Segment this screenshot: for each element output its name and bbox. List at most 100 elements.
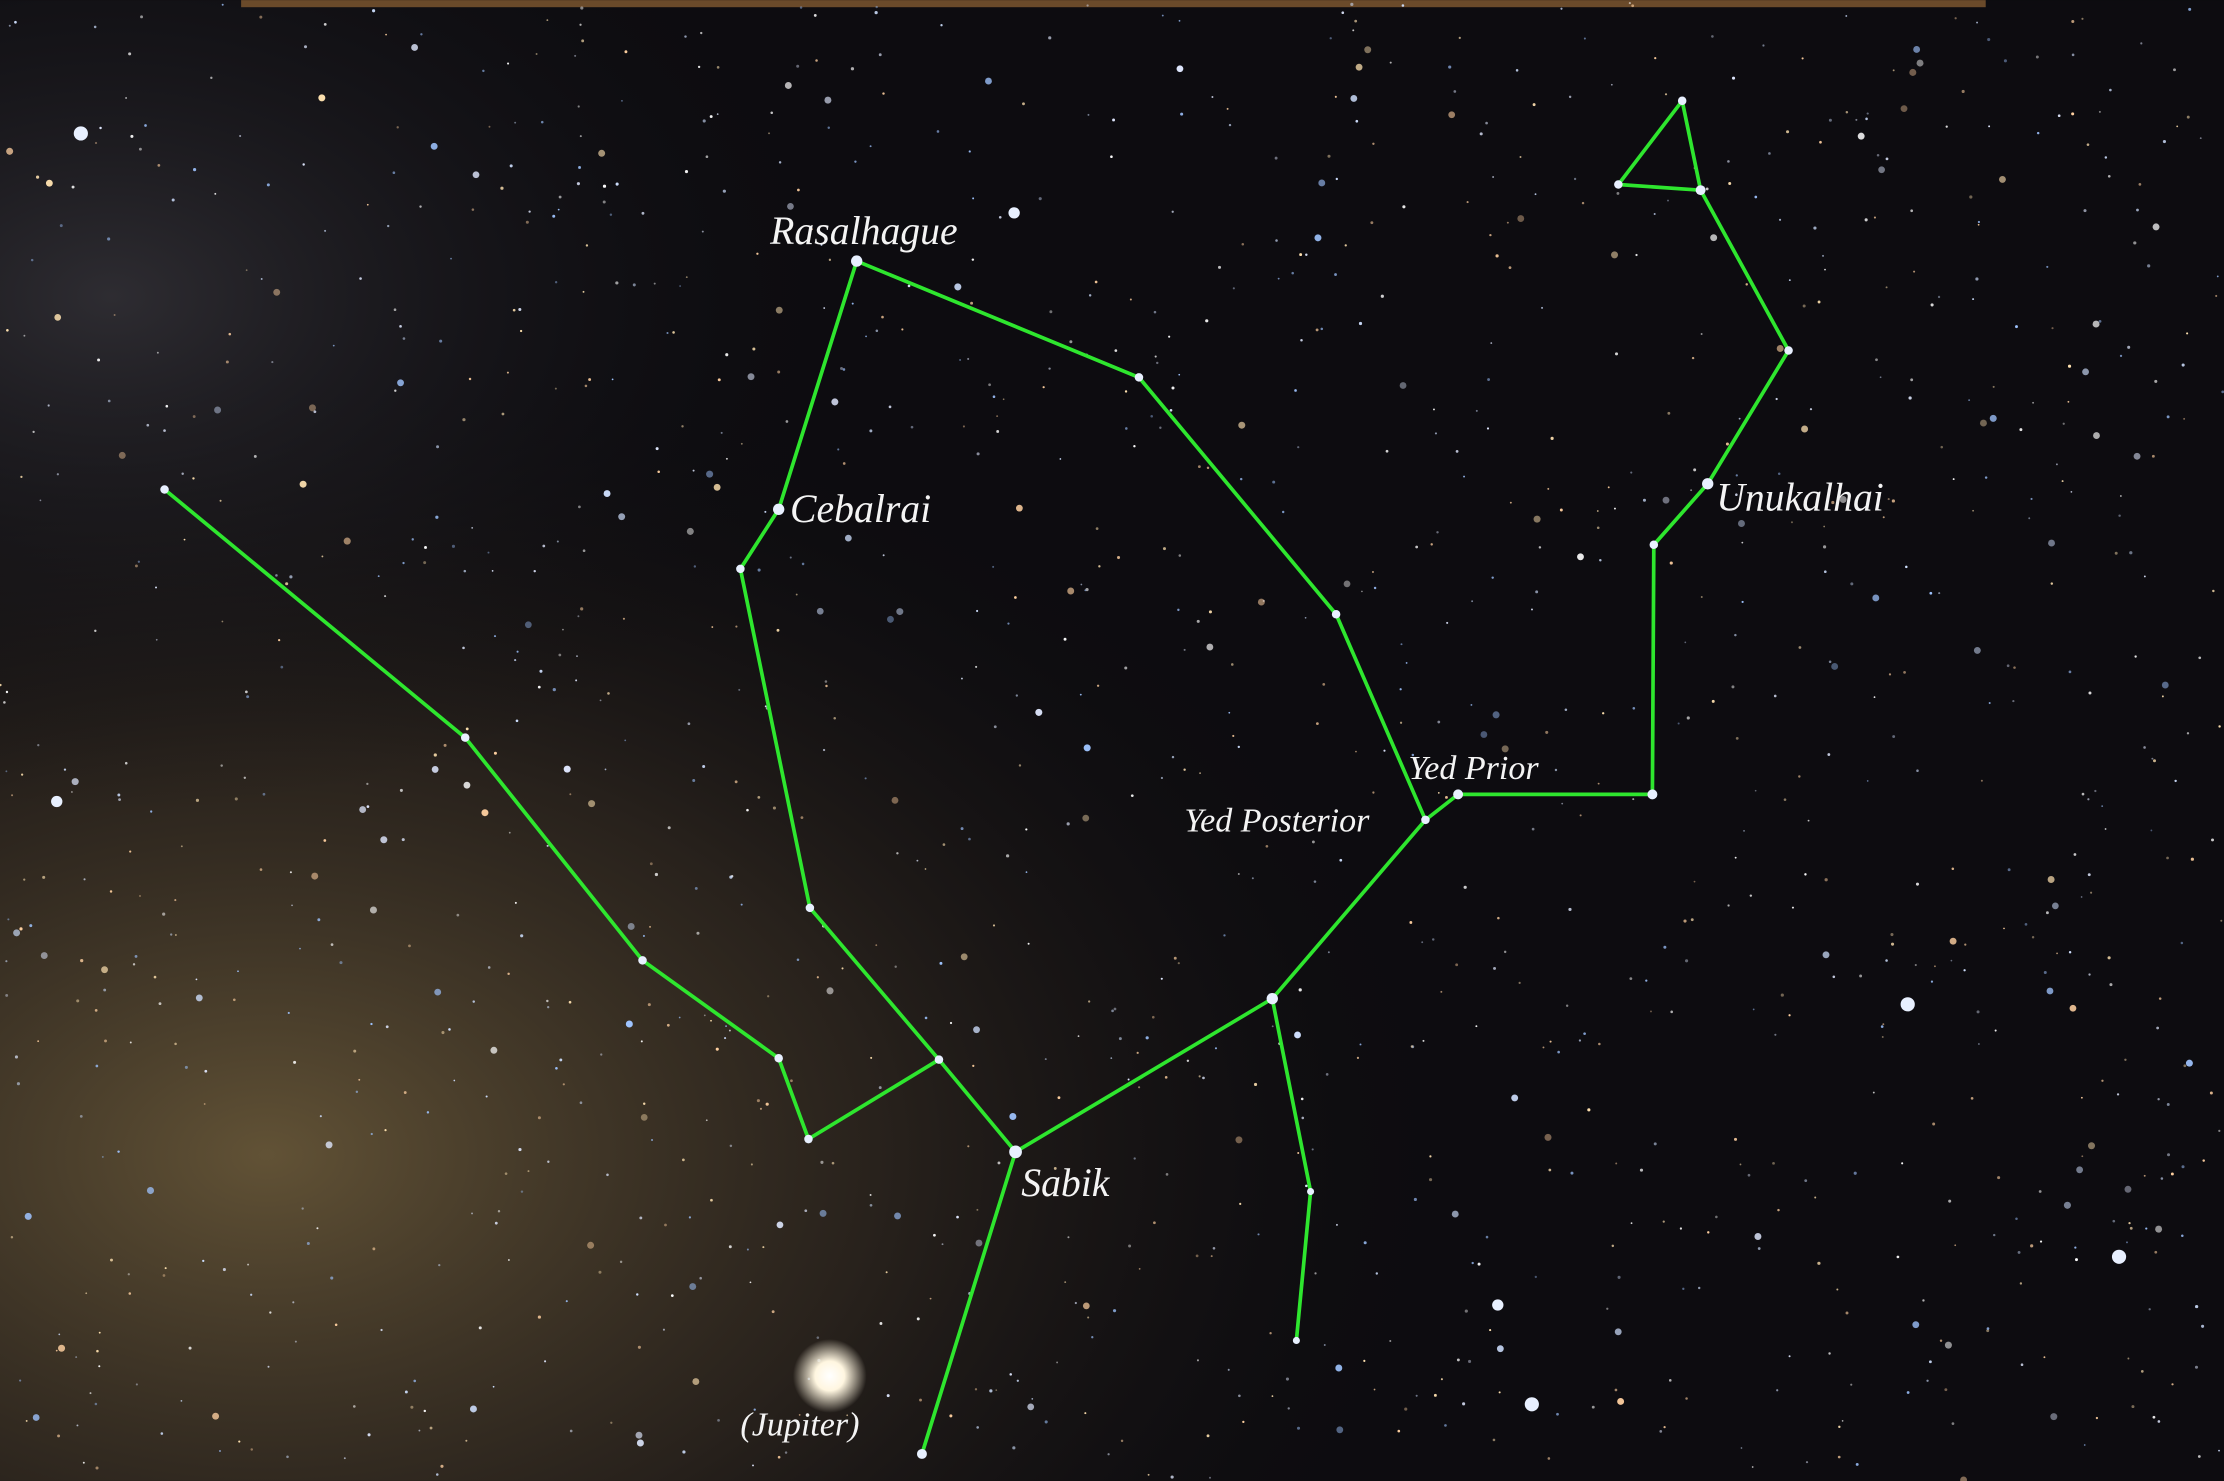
star — [1355, 751, 1357, 753]
star — [1305, 1185, 1308, 1188]
star — [95, 1009, 98, 1012]
star — [1278, 278, 1280, 280]
star — [156, 639, 158, 641]
star — [462, 647, 465, 650]
star — [214, 193, 216, 195]
star — [1228, 1369, 1230, 1371]
star — [135, 955, 138, 958]
star — [1885, 959, 1888, 962]
star — [1421, 941, 1423, 943]
star — [2081, 18, 2083, 20]
star — [1726, 443, 1729, 446]
star — [1741, 542, 1743, 544]
star — [1432, 938, 1434, 940]
star — [580, 607, 583, 610]
star — [2056, 463, 2058, 465]
star — [384, 595, 386, 597]
star — [1364, 46, 1371, 53]
star — [1228, 712, 1230, 714]
star — [488, 966, 491, 969]
star — [1291, 272, 1294, 275]
star — [1978, 1043, 1980, 1045]
star — [83, 878, 85, 880]
star — [1582, 202, 1584, 204]
star — [1198, 465, 1201, 468]
star — [1231, 663, 1234, 666]
star — [1322, 683, 1325, 686]
star — [977, 452, 980, 455]
star — [9, 25, 11, 27]
star — [434, 753, 437, 756]
star — [1495, 254, 1498, 257]
star — [94, 630, 96, 632]
star — [1121, 1440, 1123, 1442]
star — [175, 934, 177, 936]
star — [1467, 201, 1469, 203]
star — [2047, 988, 2054, 995]
star — [419, 205, 421, 207]
star — [31, 259, 33, 261]
star — [703, 119, 706, 122]
star — [260, 868, 263, 871]
star — [441, 1031, 444, 1034]
star — [1533, 103, 1536, 106]
star — [1776, 1389, 1778, 1391]
star — [130, 1042, 132, 1044]
star — [1574, 178, 1576, 180]
star — [2128, 1222, 2130, 1224]
star — [1082, 815, 1089, 822]
star — [1370, 221, 1373, 224]
star — [174, 1043, 177, 1046]
bright-star — [773, 504, 784, 515]
star — [163, 429, 166, 432]
star — [607, 692, 610, 695]
star — [29, 924, 32, 927]
star — [1084, 589, 1086, 591]
star — [2051, 327, 2053, 329]
star — [1297, 1152, 1299, 1154]
star — [1456, 450, 1459, 453]
star — [2163, 140, 2166, 143]
star — [1806, 1461, 1808, 1463]
star — [843, 462, 846, 465]
star — [2157, 1098, 2159, 1100]
star — [129, 1292, 132, 1295]
star — [841, 967, 843, 969]
star — [1810, 408, 1812, 410]
star — [263, 793, 266, 796]
star — [692, 1378, 699, 1385]
star — [505, 1172, 508, 1175]
star — [1802, 57, 1804, 59]
star — [210, 77, 212, 79]
star — [1612, 1245, 1614, 1247]
star — [80, 1115, 83, 1118]
star — [2068, 365, 2071, 368]
star — [520, 934, 523, 937]
star — [424, 1410, 426, 1412]
star — [1139, 1268, 1141, 1270]
star — [2154, 1251, 2157, 1254]
star — [196, 799, 199, 802]
star — [399, 325, 402, 328]
star — [1376, 1272, 1378, 1274]
star-label: Rasalhague — [769, 209, 957, 253]
star — [1691, 918, 1694, 921]
star — [1374, 587, 1376, 589]
star — [397, 126, 399, 128]
star — [192, 477, 194, 479]
star — [1615, 352, 1618, 355]
star — [2176, 125, 2178, 127]
star — [1124, 667, 1127, 670]
star — [2030, 1244, 2033, 1247]
star — [1007, 623, 1009, 625]
star — [578, 506, 581, 509]
star — [267, 183, 270, 186]
star — [1693, 468, 1696, 471]
star — [1159, 427, 1161, 429]
star — [1823, 526, 1825, 528]
star — [1580, 814, 1582, 816]
star — [577, 615, 579, 617]
star — [170, 933, 172, 935]
star — [682, 1450, 685, 1453]
star — [882, 92, 884, 94]
